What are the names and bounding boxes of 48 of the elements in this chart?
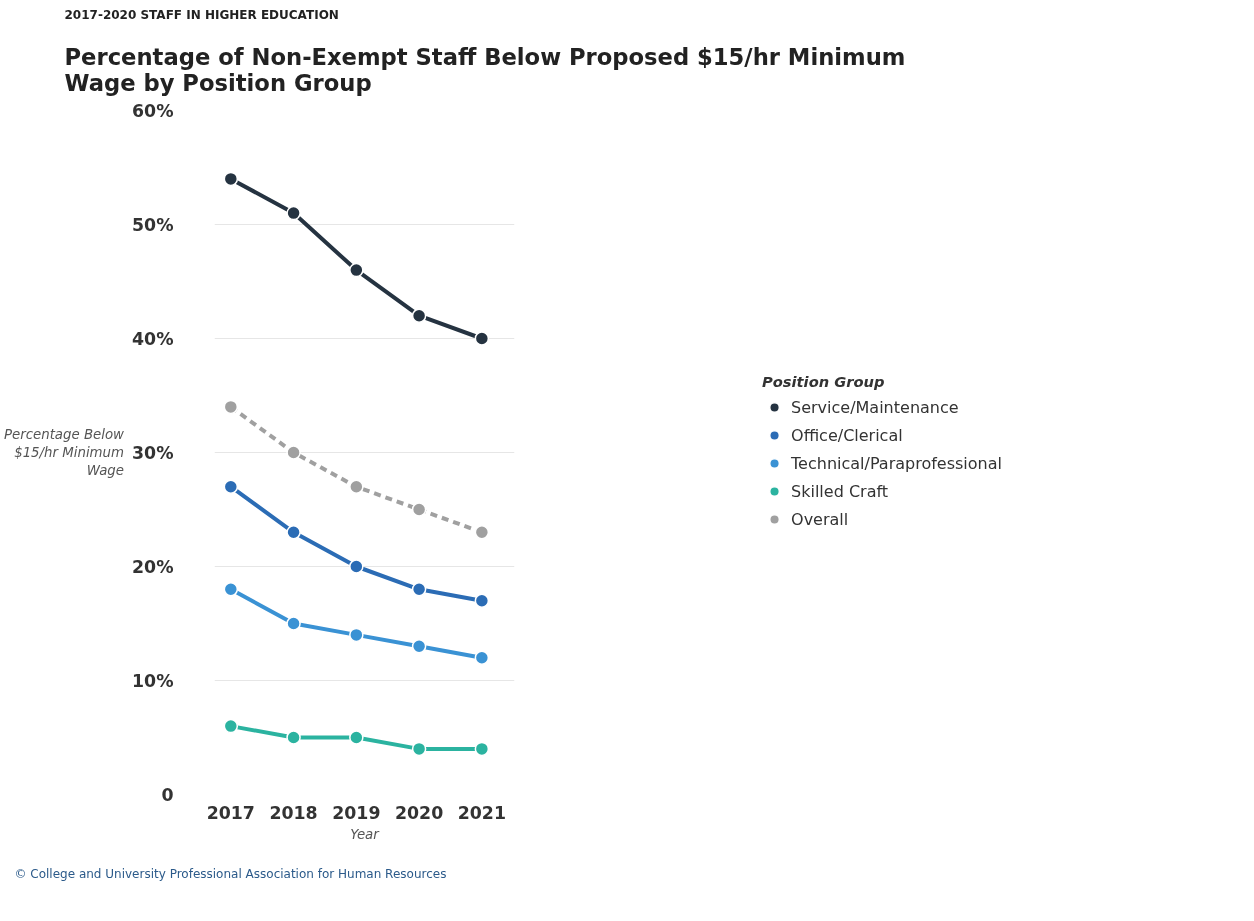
x-tick-label: 2017 [206,802,255,823]
point [286,205,301,221]
y-tick-label: 10% [132,670,174,691]
legend-label: Office/Clerical [791,424,903,447]
point [474,650,490,665]
point [286,730,301,745]
point [474,741,490,757]
point [349,730,364,745]
point [286,445,301,460]
point [474,331,490,346]
x-tick-label: 2020 [394,802,444,823]
point [411,639,427,654]
point [349,479,364,494]
legend-label: Skilled Craft [791,480,889,503]
legend-title: Position Group [762,373,886,390]
point [474,593,490,608]
x-tick-label: 2018 [269,802,318,823]
x-tick-label: 2021 [457,802,506,823]
point [411,741,427,757]
text: © College and University Professional Association for Human Resources [14,866,447,881]
point [349,262,364,278]
point [411,308,427,323]
point [223,479,239,494]
point [223,718,239,734]
point [474,525,490,540]
point [411,582,427,597]
chart-subtitle: 2017-2020 STAFF IN HIGHER EDUCATION [64,7,339,22]
y-tick-label: 30% [132,442,174,463]
x-tick-label: 2019 [332,802,381,823]
point [223,399,239,415]
y-tick-label: 60% [132,100,174,121]
point [411,502,427,517]
point [349,627,364,643]
y-axis-title: Percentage Below $15/hr Minimum Wage [3,427,125,478]
x-axis-title: Year [350,826,381,842]
legend-label: Service/Maintenance [791,396,959,419]
point [286,525,301,540]
legend-label: Technical/Paraprofessional [791,452,1002,475]
y-tick-label: 40% [132,328,174,349]
point [223,582,239,597]
legend-label: Overall [791,508,849,531]
chart-title: Percentage of Non-Exempt Staff Below Proposed $15/hr Minimum Wage by Position Group [64,43,906,96]
y-tick-label: 0 [161,784,174,805]
point [349,559,364,574]
point [286,616,301,631]
y-tick-label: 20% [132,556,174,577]
point [223,171,239,187]
y-tick-label: 50% [132,214,174,235]
